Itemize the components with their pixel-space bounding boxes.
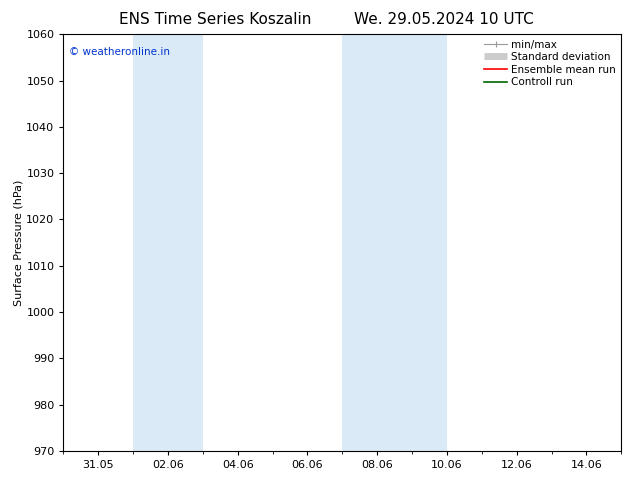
Y-axis label: Surface Pressure (hPa): Surface Pressure (hPa) (13, 179, 23, 306)
Text: ENS Time Series Koszalin: ENS Time Series Koszalin (119, 12, 312, 27)
Bar (342, 34, 447, 451)
Text: © weatheronline.in: © weatheronline.in (69, 47, 170, 57)
Legend: min/max, Standard deviation, Ensemble mean run, Controll run: min/max, Standard deviation, Ensemble me… (482, 37, 618, 89)
Text: We. 29.05.2024 10 UTC: We. 29.05.2024 10 UTC (354, 12, 534, 27)
Bar (133, 34, 203, 451)
